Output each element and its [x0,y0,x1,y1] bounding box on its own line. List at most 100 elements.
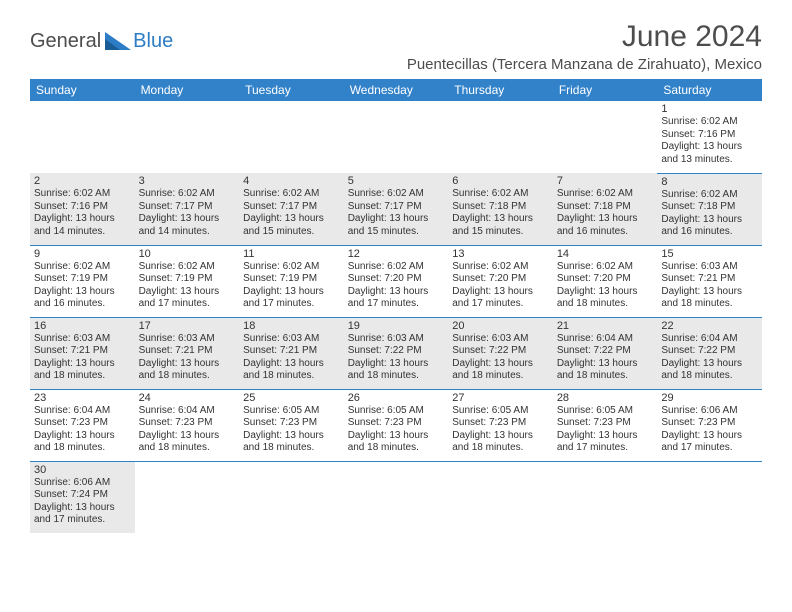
sunset-text: Sunset: 7:23 PM [452,417,549,430]
calendar-day-cell [135,461,240,533]
logo-text-blue: Blue [133,30,173,53]
sunset-text: Sunset: 7:21 PM [139,345,236,358]
day-number: 18 [243,320,340,332]
calendar-day-cell: 19Sunrise: 6:03 AMSunset: 7:22 PMDayligh… [344,317,449,389]
calendar-day-cell: 20Sunrise: 6:03 AMSunset: 7:22 PMDayligh… [448,317,553,389]
daylight-text: Daylight: 13 hours and 18 minutes. [243,358,340,383]
sunset-text: Sunset: 7:23 PM [348,417,445,430]
day-number: 13 [452,248,549,260]
calendar-day-cell: 9Sunrise: 6:02 AMSunset: 7:19 PMDaylight… [30,245,135,317]
sunset-text: Sunset: 7:20 PM [452,273,549,286]
calendar-day-cell: 24Sunrise: 6:04 AMSunset: 7:23 PMDayligh… [135,389,240,461]
sunset-text: Sunset: 7:22 PM [348,345,445,358]
daylight-text: Daylight: 13 hours and 15 minutes. [243,213,340,238]
daylight-text: Daylight: 13 hours and 15 minutes. [452,213,549,238]
sunrise-text: Sunrise: 6:02 AM [34,188,131,201]
sunrise-text: Sunrise: 6:05 AM [557,405,654,418]
sunset-text: Sunset: 7:18 PM [557,201,654,214]
sunrise-text: Sunrise: 6:02 AM [452,261,549,274]
sunset-text: Sunset: 7:21 PM [34,345,131,358]
calendar-day-cell: 14Sunrise: 6:02 AMSunset: 7:20 PMDayligh… [553,245,658,317]
sunset-text: Sunset: 7:21 PM [243,345,340,358]
sunrise-text: Sunrise: 6:02 AM [348,261,445,274]
daylight-text: Daylight: 13 hours and 18 minutes. [139,358,236,383]
daylight-text: Daylight: 13 hours and 17 minutes. [34,502,131,527]
calendar-day-cell [30,101,135,173]
sunrise-text: Sunrise: 6:05 AM [243,405,340,418]
logo-text-general: General [30,30,101,53]
daylight-text: Daylight: 13 hours and 18 minutes. [34,358,131,383]
calendar-day-cell [657,461,762,533]
calendar-week-row: 23Sunrise: 6:04 AMSunset: 7:23 PMDayligh… [30,389,762,461]
daylight-text: Daylight: 13 hours and 17 minutes. [557,430,654,455]
sunrise-text: Sunrise: 6:02 AM [348,188,445,201]
calendar-day-cell [344,101,449,173]
daylight-text: Daylight: 13 hours and 18 minutes. [557,358,654,383]
sunrise-text: Sunrise: 6:02 AM [34,261,131,274]
day-number: 10 [139,248,236,260]
sunset-text: Sunset: 7:20 PM [557,273,654,286]
calendar-week-row: 16Sunrise: 6:03 AMSunset: 7:21 PMDayligh… [30,317,762,389]
calendar-day-cell: 8Sunrise: 6:02 AMSunset: 7:18 PMDaylight… [657,173,762,245]
sunset-text: Sunset: 7:23 PM [243,417,340,430]
calendar-day-cell: 17Sunrise: 6:03 AMSunset: 7:21 PMDayligh… [135,317,240,389]
daylight-text: Daylight: 13 hours and 18 minutes. [348,430,445,455]
calendar-body: 1Sunrise: 6:02 AMSunset: 7:16 PMDaylight… [30,101,762,533]
sunset-text: Sunset: 7:24 PM [34,489,131,502]
sunrise-text: Sunrise: 6:04 AM [34,405,131,418]
calendar-day-cell: 13Sunrise: 6:02 AMSunset: 7:20 PMDayligh… [448,245,553,317]
day-number: 8 [661,176,758,188]
daylight-text: Daylight: 13 hours and 17 minutes. [139,286,236,311]
sunrise-text: Sunrise: 6:02 AM [139,188,236,201]
calendar-day-cell: 22Sunrise: 6:04 AMSunset: 7:22 PMDayligh… [657,317,762,389]
sunrise-text: Sunrise: 6:04 AM [557,333,654,346]
location-subtitle: Puentecillas (Tercera Manzana de Zirahua… [407,56,762,73]
day-number: 25 [243,392,340,404]
calendar-table: SundayMondayTuesdayWednesdayThursdayFrid… [30,79,762,533]
daylight-text: Daylight: 13 hours and 13 minutes. [661,141,758,166]
day-header: Wednesday [344,79,449,101]
sunrise-text: Sunrise: 6:02 AM [139,261,236,274]
sunset-text: Sunset: 7:17 PM [243,201,340,214]
calendar-day-cell: 28Sunrise: 6:05 AMSunset: 7:23 PMDayligh… [553,389,658,461]
calendar-day-cell [448,461,553,533]
calendar-day-cell: 10Sunrise: 6:02 AMSunset: 7:19 PMDayligh… [135,245,240,317]
page-header: General Blue June 2024 Puentecillas (Ter… [30,20,762,73]
calendar-day-cell [448,101,553,173]
sunset-text: Sunset: 7:18 PM [452,201,549,214]
calendar-day-cell [239,461,344,533]
calendar-day-cell: 18Sunrise: 6:03 AMSunset: 7:21 PMDayligh… [239,317,344,389]
sunrise-text: Sunrise: 6:04 AM [139,405,236,418]
calendar-day-cell: 3Sunrise: 6:02 AMSunset: 7:17 PMDaylight… [135,173,240,245]
sunset-text: Sunset: 7:17 PM [139,201,236,214]
calendar-day-cell [553,461,658,533]
calendar-day-cell: 5Sunrise: 6:02 AMSunset: 7:17 PMDaylight… [344,173,449,245]
sunset-text: Sunset: 7:22 PM [661,345,758,358]
daylight-text: Daylight: 13 hours and 18 minutes. [557,286,654,311]
title-block: June 2024 Puentecillas (Tercera Manzana … [407,20,762,73]
sunrise-text: Sunrise: 6:05 AM [452,405,549,418]
sunset-text: Sunset: 7:18 PM [661,201,758,214]
calendar-day-cell: 1Sunrise: 6:02 AMSunset: 7:16 PMDaylight… [657,101,762,173]
sunrise-text: Sunrise: 6:06 AM [34,477,131,490]
day-number: 9 [34,248,131,260]
daylight-text: Daylight: 13 hours and 17 minutes. [348,286,445,311]
sunrise-text: Sunrise: 6:03 AM [243,333,340,346]
day-number: 7 [557,175,654,187]
sunrise-text: Sunrise: 6:02 AM [243,261,340,274]
day-header: Monday [135,79,240,101]
day-header: Saturday [657,79,762,101]
sunrise-text: Sunrise: 6:03 AM [34,333,131,346]
daylight-text: Daylight: 13 hours and 18 minutes. [139,430,236,455]
daylight-text: Daylight: 13 hours and 17 minutes. [452,286,549,311]
day-header: Tuesday [239,79,344,101]
day-number: 26 [348,392,445,404]
day-number: 6 [452,175,549,187]
daylight-text: Daylight: 13 hours and 16 minutes. [661,214,758,239]
sunrise-text: Sunrise: 6:03 AM [661,261,758,274]
calendar-day-cell: 15Sunrise: 6:03 AMSunset: 7:21 PMDayligh… [657,245,762,317]
daylight-text: Daylight: 13 hours and 14 minutes. [34,213,131,238]
sunrise-text: Sunrise: 6:02 AM [661,189,758,202]
sunrise-text: Sunrise: 6:03 AM [139,333,236,346]
day-header: Friday [553,79,658,101]
